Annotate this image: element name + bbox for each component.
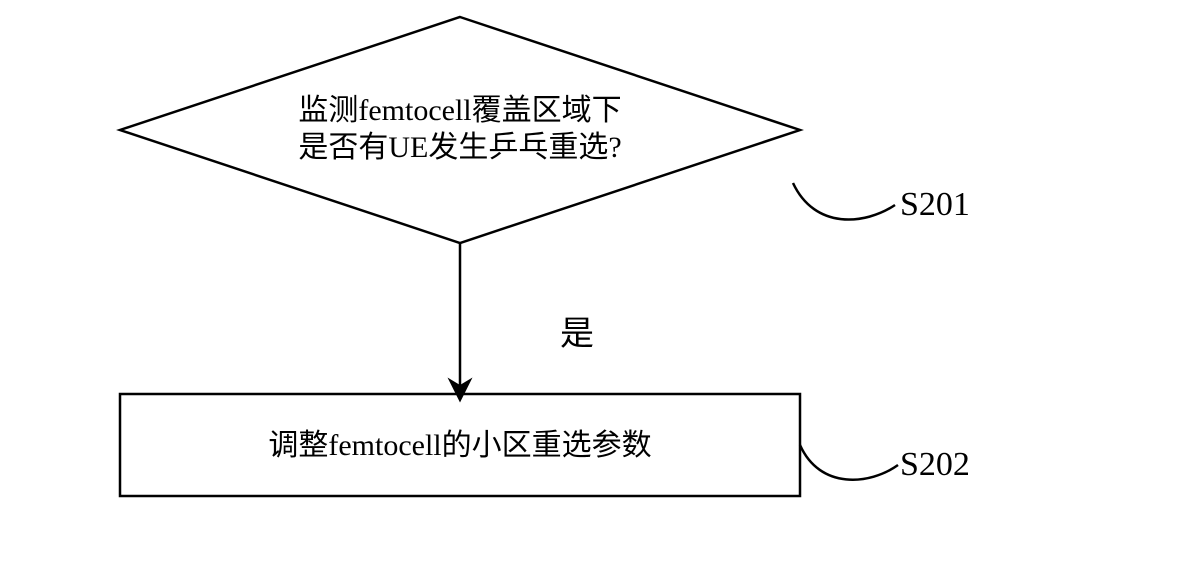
callout-s201: S201 — [793, 183, 970, 223]
callout-s201-label: S201 — [900, 186, 970, 223]
callout-s202-curve — [800, 445, 898, 480]
callout-s202-label: S202 — [900, 446, 970, 483]
process-text: 调整femtocell的小区重选参数 — [268, 429, 651, 462]
callout-s202: S202 — [800, 445, 970, 483]
process-node: 调整femtocell的小区重选参数 — [120, 394, 800, 496]
callout-s201-curve — [793, 183, 895, 220]
decision-text-line2: 是否有UE发生乒乓重选? — [298, 131, 621, 164]
decision-text-line1: 监测femtocell覆盖区域下 — [298, 94, 621, 127]
edge-decision-to-process: 是 — [460, 243, 594, 390]
edge-label: 是 — [560, 316, 594, 353]
decision-node: 监测femtocell覆盖区域下 是否有UE发生乒乓重选? — [120, 17, 800, 243]
